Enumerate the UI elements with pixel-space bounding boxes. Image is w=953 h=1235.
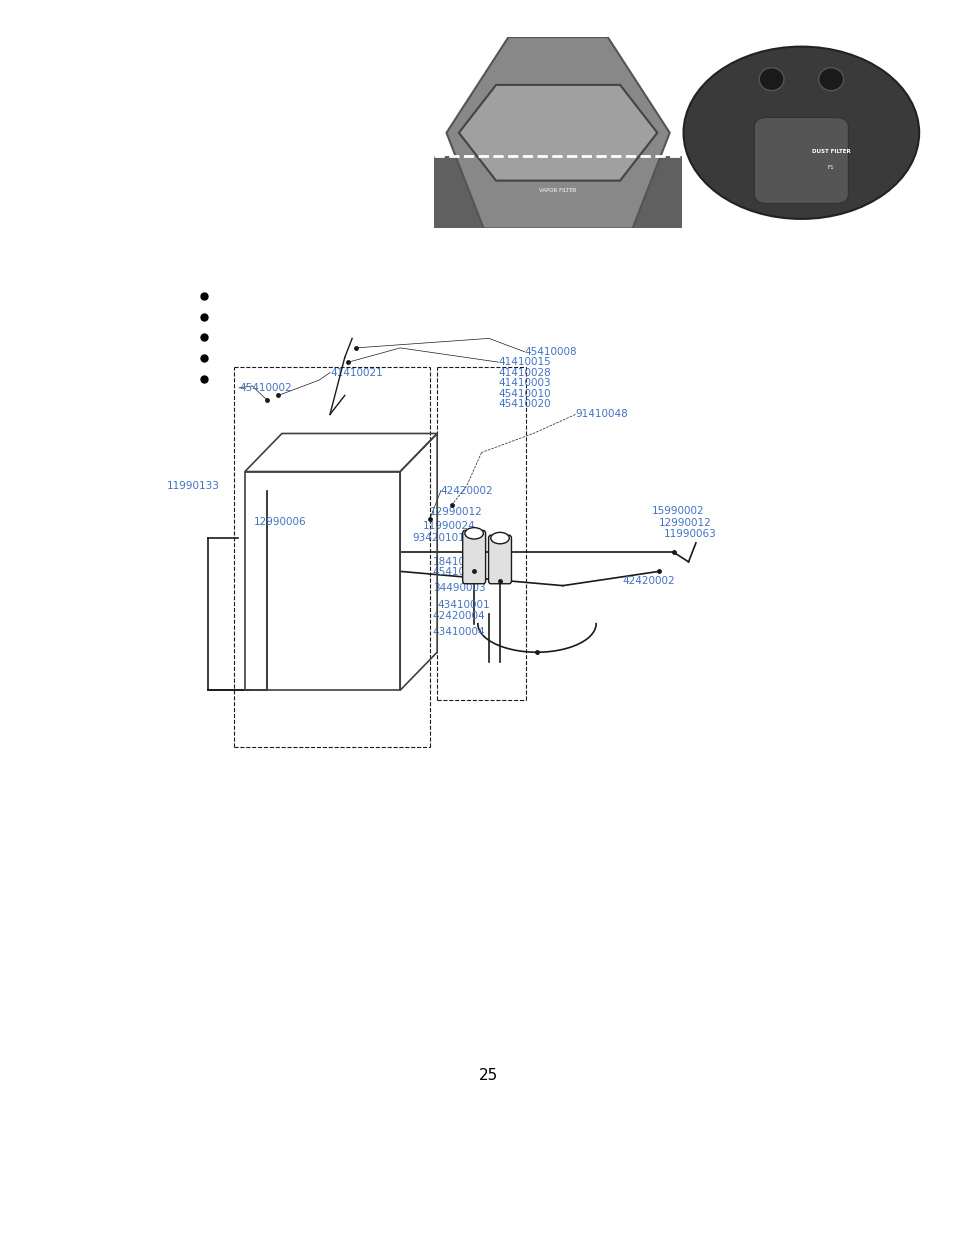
Text: 91410048: 91410048 (575, 410, 627, 420)
Text: 45410005: 45410005 (433, 567, 485, 577)
Text: 45410010: 45410010 (498, 389, 551, 399)
Text: 25: 25 (478, 1068, 498, 1083)
Text: 45410020: 45410020 (498, 399, 551, 409)
FancyBboxPatch shape (488, 535, 511, 584)
Text: 15990002: 15990002 (651, 506, 703, 516)
Text: 45410008: 45410008 (524, 347, 577, 357)
Polygon shape (446, 37, 669, 228)
Text: 12990012: 12990012 (429, 508, 482, 517)
Text: 93420101: 93420101 (412, 534, 464, 543)
Text: 41410003: 41410003 (498, 378, 551, 388)
Polygon shape (434, 156, 681, 228)
Ellipse shape (759, 68, 783, 90)
Text: 42420002: 42420002 (440, 485, 493, 495)
Text: 41410021: 41410021 (330, 368, 382, 378)
Ellipse shape (464, 527, 483, 538)
Text: 11990133: 11990133 (167, 480, 220, 490)
Text: 12990006: 12990006 (253, 517, 306, 527)
Text: 42420004: 42420004 (433, 611, 485, 621)
Text: 41410015: 41410015 (498, 357, 551, 367)
Text: DUST FILTER: DUST FILTER (811, 149, 850, 154)
FancyBboxPatch shape (754, 117, 847, 204)
Polygon shape (458, 85, 657, 180)
Text: 12990012: 12990012 (659, 517, 711, 527)
Text: 41410028: 41410028 (498, 368, 551, 378)
Text: 43410001: 43410001 (436, 600, 489, 610)
Text: 34490003: 34490003 (433, 583, 485, 594)
Text: 43410004: 43410004 (433, 627, 485, 637)
Text: 18410013: 18410013 (433, 557, 485, 567)
Text: 11990024: 11990024 (422, 521, 475, 531)
Ellipse shape (818, 68, 842, 90)
FancyBboxPatch shape (462, 531, 485, 584)
Text: 45410002: 45410002 (239, 383, 292, 393)
Ellipse shape (490, 532, 509, 543)
Ellipse shape (682, 47, 919, 219)
Text: VAPOR FILTER: VAPOR FILTER (538, 188, 577, 193)
Text: 11990063: 11990063 (663, 530, 716, 540)
Text: 42420002: 42420002 (621, 576, 674, 585)
Text: F1: F1 (827, 164, 834, 169)
